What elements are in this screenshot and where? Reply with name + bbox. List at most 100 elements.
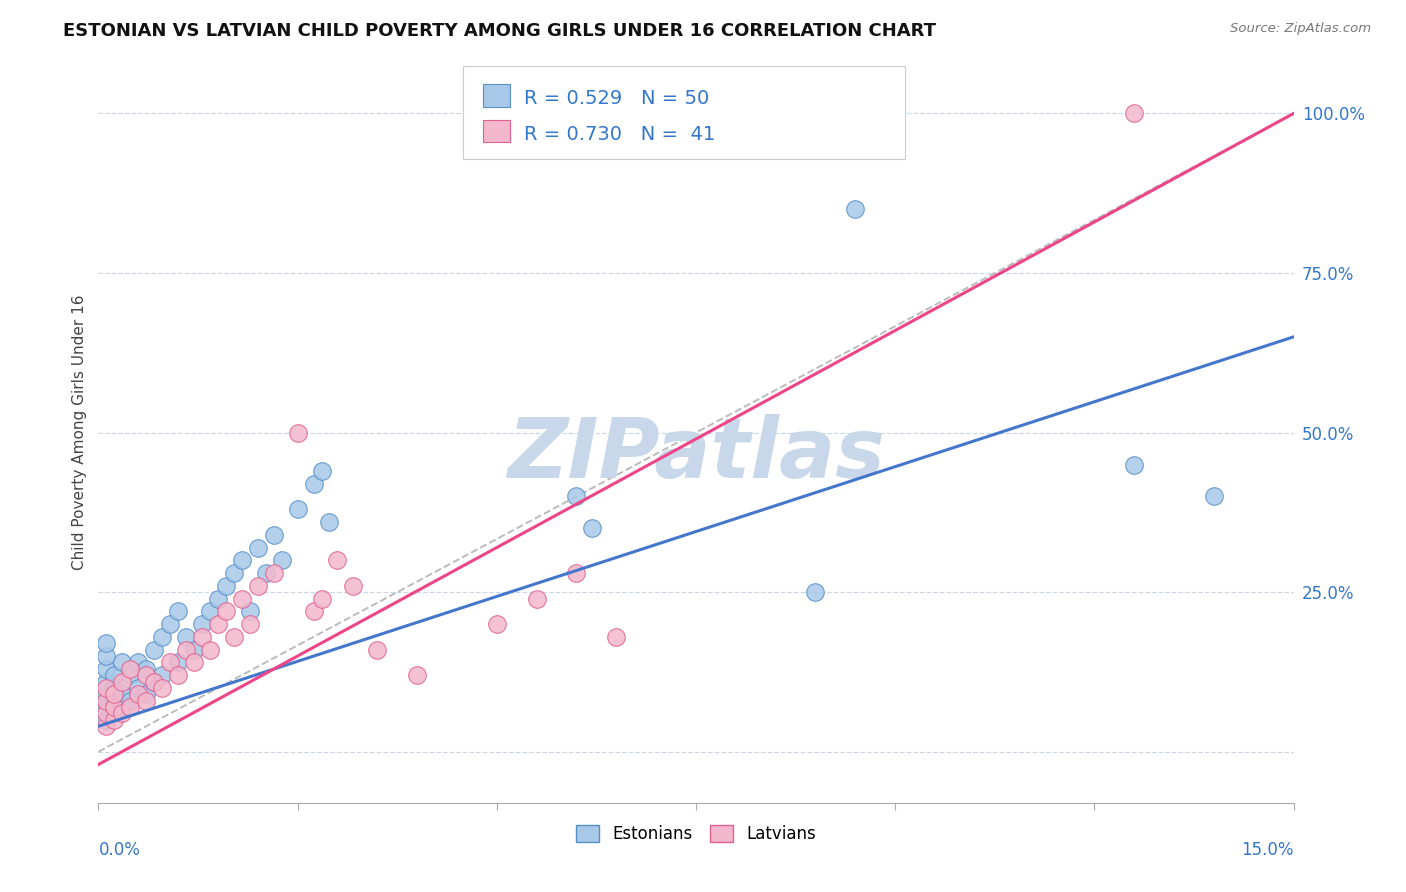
Point xyxy=(198,642,221,657)
Text: 0.0%: 0.0% xyxy=(98,841,141,859)
Point xyxy=(127,656,149,670)
Point xyxy=(174,630,197,644)
Point xyxy=(120,662,142,676)
Point xyxy=(159,617,181,632)
Point xyxy=(1202,490,1225,504)
FancyBboxPatch shape xyxy=(463,66,905,159)
Point xyxy=(135,668,157,682)
Point xyxy=(263,566,285,580)
Point xyxy=(96,706,118,721)
Point xyxy=(150,630,173,644)
Point xyxy=(127,687,149,701)
Point xyxy=(342,579,364,593)
Point xyxy=(191,617,214,632)
Point xyxy=(318,515,340,529)
Point xyxy=(326,553,349,567)
Point xyxy=(111,706,134,721)
Point xyxy=(207,591,229,606)
Point xyxy=(143,674,166,689)
Point xyxy=(302,604,325,618)
Point xyxy=(231,591,253,606)
Bar xyxy=(484,84,509,107)
Point xyxy=(222,630,245,644)
Point xyxy=(581,521,603,535)
Y-axis label: Child Poverty Among Girls Under 16: Child Poverty Among Girls Under 16 xyxy=(72,295,87,570)
Text: Source: ZipAtlas.com: Source: ZipAtlas.com xyxy=(1230,22,1371,36)
Point xyxy=(111,674,134,689)
Point xyxy=(246,579,269,593)
Point xyxy=(96,681,118,695)
Legend: Estonians, Latvians: Estonians, Latvians xyxy=(569,819,823,850)
Point xyxy=(526,591,548,606)
Point xyxy=(143,674,166,689)
Point xyxy=(111,687,134,701)
Point xyxy=(120,668,142,682)
Point xyxy=(120,694,142,708)
Point xyxy=(174,642,197,657)
Point xyxy=(103,681,125,695)
Point xyxy=(96,648,118,663)
Text: R = 0.529   N = 50: R = 0.529 N = 50 xyxy=(524,89,709,108)
Point xyxy=(198,604,221,618)
Text: ESTONIAN VS LATVIAN CHILD POVERTY AMONG GIRLS UNDER 16 CORRELATION CHART: ESTONIAN VS LATVIAN CHILD POVERTY AMONG … xyxy=(63,22,936,40)
Point xyxy=(159,656,181,670)
Point xyxy=(103,700,125,714)
Point xyxy=(406,668,429,682)
Point xyxy=(215,579,238,593)
Point xyxy=(239,617,262,632)
Point xyxy=(207,617,229,632)
Point xyxy=(96,713,118,727)
Point xyxy=(1123,106,1146,120)
Point xyxy=(96,694,118,708)
Point xyxy=(605,630,627,644)
Point xyxy=(135,662,157,676)
Point xyxy=(127,681,149,695)
Point xyxy=(311,464,333,478)
Point xyxy=(311,591,333,606)
Point xyxy=(804,585,827,599)
Text: R = 0.730   N =  41: R = 0.730 N = 41 xyxy=(524,125,716,144)
Point xyxy=(183,642,205,657)
Point xyxy=(96,687,118,701)
Point xyxy=(485,617,508,632)
Point xyxy=(135,694,157,708)
Point xyxy=(167,604,190,618)
Point xyxy=(191,630,214,644)
Point xyxy=(287,425,309,440)
Point xyxy=(150,681,173,695)
Text: ZIPatlas: ZIPatlas xyxy=(508,414,884,495)
Point xyxy=(239,604,262,618)
Point xyxy=(222,566,245,580)
Point xyxy=(135,687,157,701)
Bar xyxy=(484,120,509,143)
Point xyxy=(263,527,285,541)
Point xyxy=(167,668,190,682)
Point xyxy=(215,604,238,618)
Point xyxy=(366,642,388,657)
Point xyxy=(103,694,125,708)
Point xyxy=(111,700,134,714)
Point xyxy=(96,636,118,650)
Point xyxy=(96,719,118,733)
Point xyxy=(167,656,190,670)
Point xyxy=(254,566,277,580)
Point xyxy=(183,656,205,670)
Point xyxy=(103,713,125,727)
Point xyxy=(111,656,134,670)
Point xyxy=(844,202,866,217)
Point xyxy=(103,687,125,701)
Point xyxy=(270,553,292,567)
Point xyxy=(120,700,142,714)
Point xyxy=(143,642,166,657)
Point xyxy=(231,553,253,567)
Text: 15.0%: 15.0% xyxy=(1241,841,1294,859)
Point xyxy=(103,706,125,721)
Point xyxy=(565,566,588,580)
Point xyxy=(96,700,118,714)
Point xyxy=(103,668,125,682)
Point xyxy=(150,668,173,682)
Point xyxy=(96,674,118,689)
Point xyxy=(565,490,588,504)
Point xyxy=(246,541,269,555)
Point xyxy=(96,662,118,676)
